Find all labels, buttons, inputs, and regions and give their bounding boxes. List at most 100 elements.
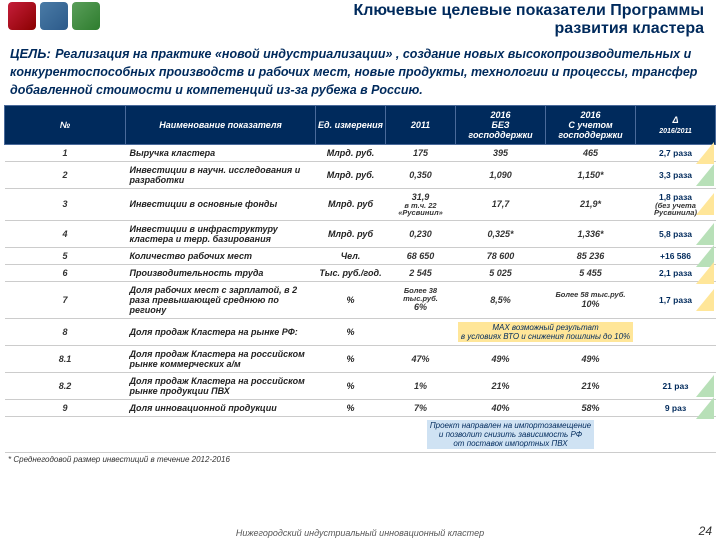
cell-2016b: 1,150* [546, 161, 636, 188]
col-num: № [5, 105, 126, 144]
cell-num: 7 [5, 281, 126, 318]
cell-2016a: 1,090 [456, 161, 546, 188]
cell-delta: 5,8 раза [636, 220, 716, 247]
cell-num: 9 [5, 399, 126, 416]
table-row: 2 Инвестиции в научн. исследования и раз… [5, 161, 716, 188]
cell-name: Производительность труда [126, 264, 316, 281]
logo-icon [8, 2, 36, 30]
goal-block: ЦЕЛЬ: Реализация на практике «новой инду… [0, 41, 720, 105]
cell-num: 1 [5, 144, 126, 161]
cell-2016b: 49% [546, 345, 636, 372]
col-delta: Δ2016/2011 [636, 105, 716, 144]
title-block: Ключевые целевые показатели Программы ра… [100, 2, 712, 39]
cell-num: 8.2 [5, 372, 126, 399]
cell-unit: Млрд. руб [316, 220, 386, 247]
cell-2016a: 49% [456, 345, 546, 372]
cell-2016a: 40% [456, 399, 546, 416]
cell-num: 4 [5, 220, 126, 247]
table-row: 1 Выручка кластера Млрд. руб. 1753954652… [5, 144, 716, 161]
cell-2016b: 21,9* [546, 188, 636, 220]
cell-2011: 68 650 [386, 247, 456, 264]
cell-2011: 2 545 [386, 264, 456, 281]
cell-unit: % [316, 399, 386, 416]
cell-2011: 175 [386, 144, 456, 161]
col-2016b: 2016 С учетом господдержки [546, 105, 636, 144]
cell-delta [636, 345, 716, 372]
cell-unit: Млрд. руб. [316, 161, 386, 188]
cell-name: Инвестиции в инфраструктуру кластера и т… [126, 220, 316, 247]
table-row: 8.2 Доля продаж Кластера на российском р… [5, 372, 716, 399]
cell-unit: Тыс. руб./год. [316, 264, 386, 281]
cell-2016a: 21% [456, 372, 546, 399]
kpi-table: № Наименование показателя Ед. измерения … [4, 105, 716, 453]
table-row: 7 Доля рабочих мест с зарплатой, в 2 раз… [5, 281, 716, 318]
cell-name: Доля продаж Кластера на российском рынке… [126, 345, 316, 372]
cell-2016b: 21% [546, 372, 636, 399]
cell-unit: % [316, 345, 386, 372]
cell-delta: 2,1 раза [636, 264, 716, 281]
cell-delta: 9 раз [636, 399, 716, 416]
cell-2011: 1% [386, 372, 456, 399]
footnote: * Среднегодовой размер инвестиций в тече… [0, 453, 720, 466]
goal-text: Реализация на практике «новой индустриал… [10, 47, 697, 97]
cell-num: 6 [5, 264, 126, 281]
cell-name: Доля продаж Кластера на рынке РФ: [126, 318, 316, 345]
cell-badge: MAX возможный результатв условиях ВТО и … [456, 318, 636, 345]
table-row: 6 Производительность труда Тыс. руб./год… [5, 264, 716, 281]
cell-name: Выручка кластера [126, 144, 316, 161]
page-title: Ключевые целевые показатели Программы [100, 2, 704, 20]
cell-name: Количество рабочих мест [126, 247, 316, 264]
cell-2011: 0,350 [386, 161, 456, 188]
cell-unit: Млрд. руб [316, 188, 386, 220]
cell-2016b: Более 58 тыс.руб.10% [546, 281, 636, 318]
cell-2016a: 8,5% [456, 281, 546, 318]
cell-name: Доля инновационной продукции [126, 399, 316, 416]
cell-2011: 31,9в т.ч. 22«Русвинил» [386, 188, 456, 220]
cell-name: Инвестиции в научн. исследования и разра… [126, 161, 316, 188]
cell-2011: Более 38 тыс.руб.6% [386, 281, 456, 318]
logo-icon [72, 2, 100, 30]
cell-2016b: 58% [546, 399, 636, 416]
cell-2011: 0,230 [386, 220, 456, 247]
cell-unit: % [316, 281, 386, 318]
cell-unit: Чел. [316, 247, 386, 264]
cell-name: Доля рабочих мест с зарплатой, в 2 раза … [126, 281, 316, 318]
cell-unit: Млрд. руб. [316, 144, 386, 161]
table-row: 8.1 Доля продаж Кластера на российском р… [5, 345, 716, 372]
logo-group [8, 2, 100, 30]
logo-icon [40, 2, 68, 30]
footer-text: Нижегородский индустриальный инновационн… [0, 528, 720, 538]
cell-delta: 21 раз [636, 372, 716, 399]
cell-name: Инвестиции в основные фонды [126, 188, 316, 220]
table-row-badge: Проект направлен на импортозамещениеи по… [5, 416, 716, 452]
cell-num: 3 [5, 188, 126, 220]
cell-2011: 7% [386, 399, 456, 416]
cell-unit: % [316, 372, 386, 399]
cell-name: Доля продаж Кластера на российском рынке… [126, 372, 316, 399]
cell-delta: 3,3 раза [636, 161, 716, 188]
cell-num: 8 [5, 318, 126, 345]
cell-num: 8.1 [5, 345, 126, 372]
cell-2016b: 465 [546, 144, 636, 161]
cell-delta: 2,7 раза [636, 144, 716, 161]
cell-delta: 1,8 раза(без учетаРусвинила) [636, 188, 716, 220]
table-row: 8 Доля продаж Кластера на рынке РФ: % MA… [5, 318, 716, 345]
col-2011: 2011 [386, 105, 456, 144]
cell-2016a: 395 [456, 144, 546, 161]
cell-2016b: 1,336* [546, 220, 636, 247]
header: Ключевые целевые показатели Программы ра… [0, 0, 720, 41]
kpi-table-wrap: № Наименование показателя Ед. измерения … [0, 105, 720, 453]
col-2016a: 2016 БЕЗ господдержки [456, 105, 546, 144]
cell-delta: 1,7 раза [636, 281, 716, 318]
cell-badge: Проект направлен на импортозамещениеи по… [386, 416, 636, 452]
cell-2016a: 17,7 [456, 188, 546, 220]
col-unit: Ед. измерения [316, 105, 386, 144]
cell-2016b: 5 455 [546, 264, 636, 281]
cell-2016b: 85 236 [546, 247, 636, 264]
cell-2016a: 0,325* [456, 220, 546, 247]
page-subtitle: развития кластера [100, 20, 704, 38]
table-header-row: № Наименование показателя Ед. измерения … [5, 105, 716, 144]
table-row: 4 Инвестиции в инфраструктуру кластера и… [5, 220, 716, 247]
table-row: 9 Доля инновационной продукции % 7%40%58… [5, 399, 716, 416]
cell-2011: 47% [386, 345, 456, 372]
